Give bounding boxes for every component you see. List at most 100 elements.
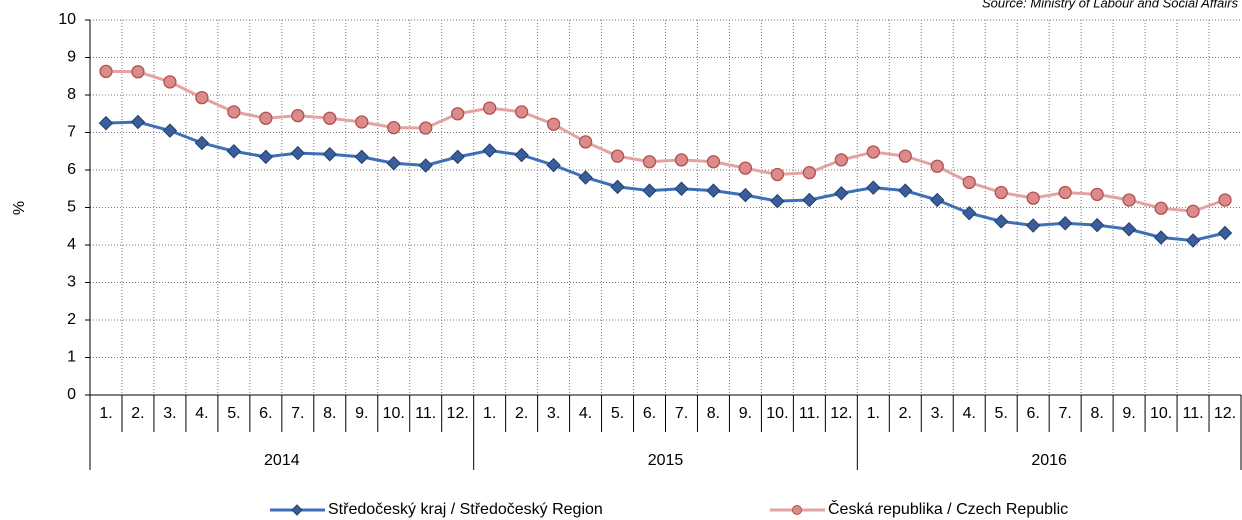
marker	[578, 135, 593, 149]
x-tick-label: 3.	[163, 405, 176, 422]
marker	[578, 170, 593, 185]
x-tick-label: 6.	[643, 405, 656, 422]
marker	[802, 165, 817, 180]
x-tick-label: 12.	[447, 405, 469, 422]
marker	[419, 121, 433, 135]
x-tick-label: 12.	[1214, 405, 1236, 422]
x-tick-label: 8.	[1090, 405, 1103, 422]
legend-label: Středočeský kraj / Středočeský Region	[328, 501, 603, 518]
y-tick-label: 2	[67, 311, 76, 328]
marker	[451, 107, 465, 121]
x-tick-label: 5.	[611, 405, 624, 422]
marker	[1058, 185, 1072, 200]
x-tick-label: 5.	[995, 405, 1008, 422]
x-tick-label: 1.	[99, 405, 112, 422]
marker	[962, 205, 977, 221]
marker	[834, 153, 848, 167]
x-tick-label: 3.	[931, 405, 944, 422]
marker	[227, 105, 241, 119]
marker	[1185, 233, 1201, 248]
marker	[259, 111, 273, 125]
y-axis-label: %	[11, 201, 28, 215]
marker	[642, 183, 657, 198]
marker	[1090, 187, 1104, 202]
marker	[258, 149, 274, 165]
category-group-label: 2014	[264, 452, 300, 469]
x-tick-label: 10.	[766, 405, 788, 422]
marker	[354, 149, 369, 165]
marker	[546, 157, 561, 173]
legend-marker	[792, 505, 802, 515]
marker	[930, 159, 944, 173]
marker	[1025, 218, 1041, 233]
y-tick-label: 3	[67, 274, 76, 291]
marker	[514, 147, 529, 163]
marker	[418, 158, 433, 173]
marker	[1153, 230, 1169, 245]
marker	[514, 105, 529, 119]
marker	[930, 192, 945, 208]
marker	[1122, 193, 1136, 207]
marker	[162, 123, 178, 138]
y-tick-label: 0	[67, 386, 76, 403]
marker	[898, 149, 912, 163]
x-tick-label: 7.	[675, 405, 688, 422]
x-tick-label: 4.	[963, 405, 976, 422]
marker	[1154, 201, 1168, 215]
x-tick-label: 1.	[483, 405, 496, 422]
marker	[323, 111, 337, 125]
x-tick-label: 7.	[291, 405, 304, 422]
marker	[450, 149, 465, 165]
marker	[738, 187, 753, 203]
legend-marker	[291, 504, 303, 516]
marker	[738, 161, 753, 175]
x-tick-label: 2.	[899, 405, 912, 422]
marker	[674, 181, 689, 196]
marker	[163, 75, 177, 89]
marker	[706, 183, 721, 198]
marker	[1121, 222, 1137, 237]
marker	[546, 117, 561, 131]
x-tick-label: 1.	[867, 405, 880, 422]
marker	[1218, 193, 1232, 207]
marker	[130, 114, 146, 130]
x-tick-label: 4.	[195, 405, 208, 422]
source: Source: Ministry of Labour and Social Af…	[982, 0, 1239, 10]
marker	[99, 64, 113, 79]
marker	[898, 183, 913, 198]
x-tick-label: 10.	[383, 405, 405, 422]
marker	[482, 143, 497, 158]
marker	[1089, 217, 1105, 233]
marker	[131, 65, 145, 79]
marker	[1186, 204, 1200, 218]
marker	[770, 167, 785, 182]
y-tick-label: 7	[67, 124, 76, 141]
marker	[291, 108, 305, 123]
category-group-label: 2016	[1031, 452, 1067, 469]
marker	[1057, 216, 1073, 231]
marker	[1026, 191, 1040, 205]
x-tick-label: 5.	[227, 405, 240, 422]
marker	[610, 149, 625, 163]
marker	[483, 101, 497, 115]
y-tick-label: 1	[67, 349, 76, 366]
marker	[322, 147, 337, 162]
x-tick-label: 11.	[1183, 405, 1204, 422]
marker	[994, 185, 1008, 200]
marker	[642, 155, 657, 169]
x-tick-label: 9.	[739, 405, 752, 422]
marker	[834, 186, 849, 201]
series-line	[105, 120, 1226, 243]
x-tick-label: 8.	[707, 405, 720, 422]
y-tick-label: 6	[67, 161, 76, 178]
x-tick-label: 9.	[1122, 405, 1135, 422]
x-tick-label: 10.	[1150, 405, 1172, 422]
marker	[387, 120, 401, 135]
x-tick-label: 7.	[1058, 405, 1071, 422]
marker	[962, 175, 976, 190]
x-tick-label: 8.	[323, 405, 336, 422]
category-group-label: 2015	[648, 452, 684, 469]
marker	[706, 155, 721, 169]
y-tick-label: 5	[67, 199, 76, 216]
